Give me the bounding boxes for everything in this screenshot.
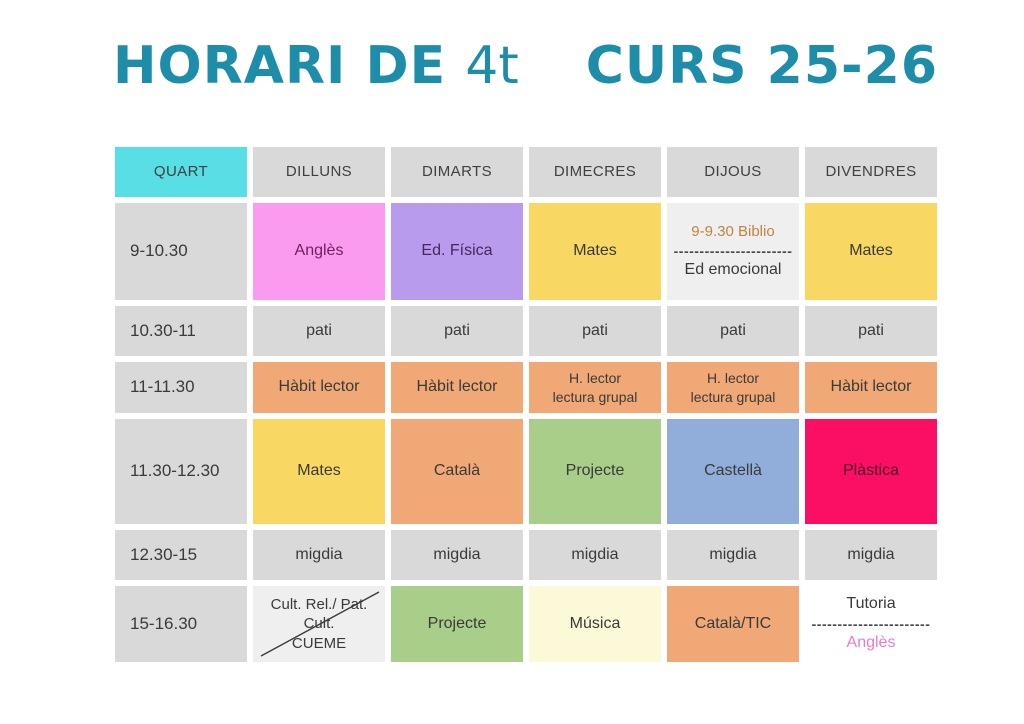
- subject-cell-ed-fisica: Ed. Física: [391, 203, 523, 300]
- header-cell-dimecres: DIMECRES: [529, 147, 661, 197]
- subject-cell-pati: pati: [667, 306, 799, 356]
- subject-cell-h-lector-grupal: H. lector lectura grupal: [667, 362, 799, 413]
- cell-line-2: CUEME: [291, 634, 347, 652]
- title-left-main: HORARI DE: [113, 36, 447, 96]
- header-cell-dilluns: DILLUNS: [253, 147, 385, 197]
- subject-cell-musica: Música: [529, 586, 661, 662]
- time-cell: 9-10.30: [115, 203, 247, 300]
- header-cell-quart: QUART: [115, 147, 247, 197]
- subject-cell-migdia: migdia: [253, 530, 385, 580]
- subject-cell-pati: pati: [529, 306, 661, 356]
- subject-cell-migdia: migdia: [391, 530, 523, 580]
- title-right: CURS 25-26: [585, 36, 938, 96]
- header-cell-divendres: DIVENDRES: [805, 147, 937, 197]
- dashed-divider: -----------------------: [673, 244, 793, 258]
- subject-cell-biblio-ed-emocional: 9-9.30 Biblio ----------------------- Ed…: [667, 203, 799, 300]
- header-cell-dimarts: DIMARTS: [391, 147, 523, 197]
- subject-cell-pati: pati: [391, 306, 523, 356]
- cell-line-2: lectura grupal: [552, 388, 638, 405]
- subject-cell-pati: pati: [805, 306, 937, 356]
- angles-label: Anglès: [846, 634, 896, 652]
- subject-cell-projecte: Projecte: [391, 586, 523, 662]
- tutoria-label: Tutoria: [846, 594, 896, 612]
- subject-cell-tutoria-angles: Tutoria ----------------------- Anglès: [805, 586, 937, 662]
- ed-emocional-label: Ed emocional: [684, 261, 782, 279]
- title-left-suffix: 4t: [465, 36, 519, 96]
- page-title: HORARI DE 4t CURS 25-26: [113, 34, 938, 99]
- time-cell: 11.30-12.30: [115, 419, 247, 524]
- subject-cell-habit-lector: Hàbit lector: [805, 362, 937, 413]
- cell-line-1: H. lector: [706, 369, 760, 386]
- subject-cell-mates: Mates: [529, 203, 661, 300]
- time-cell: 10.30-11: [115, 306, 247, 356]
- subject-cell-angles: Anglès: [253, 203, 385, 300]
- subject-cell-cult-rel-cueme: Cult. Rel./ Pat. Cult. CUEME: [253, 586, 385, 662]
- subject-cell-catala: Català: [391, 419, 523, 524]
- subject-cell-mates: Mates: [805, 203, 937, 300]
- header-cell-dijous: DIJOUS: [667, 147, 799, 197]
- subject-cell-projecte: Projecte: [529, 419, 661, 524]
- subject-cell-mates: Mates: [253, 419, 385, 524]
- cell-line-1: Cult. Rel./ Pat. Cult.: [270, 595, 368, 633]
- time-cell: 11-11.30: [115, 362, 247, 413]
- time-cell: 15-16.30: [115, 586, 247, 662]
- subject-cell-migdia: migdia: [805, 530, 937, 580]
- time-cell: 12.30-15: [115, 530, 247, 580]
- dashed-divider: -----------------------: [811, 617, 931, 631]
- subject-cell-migdia: migdia: [529, 530, 661, 580]
- subject-cell-castella: Castellà: [667, 419, 799, 524]
- subject-cell-habit-lector: Hàbit lector: [253, 362, 385, 413]
- subject-cell-migdia: migdia: [667, 530, 799, 580]
- subject-cell-habit-lector: Hàbit lector: [391, 362, 523, 413]
- subject-cell-plastica: Plàstica: [805, 419, 937, 524]
- cell-line-2: lectura grupal: [690, 388, 776, 405]
- timetable-grid: QUART DILLUNS DIMARTS DIMECRES DIJOUS DI…: [115, 147, 937, 662]
- subject-cell-pati: pati: [253, 306, 385, 356]
- biblio-label: 9-9.30 Biblio: [691, 223, 775, 241]
- title-left: HORARI DE 4t: [113, 34, 519, 99]
- cell-line-1: H. lector: [568, 369, 622, 386]
- subject-cell-h-lector-grupal: H. lector lectura grupal: [529, 362, 661, 413]
- subject-cell-catala-tic: Català/TIC: [667, 586, 799, 662]
